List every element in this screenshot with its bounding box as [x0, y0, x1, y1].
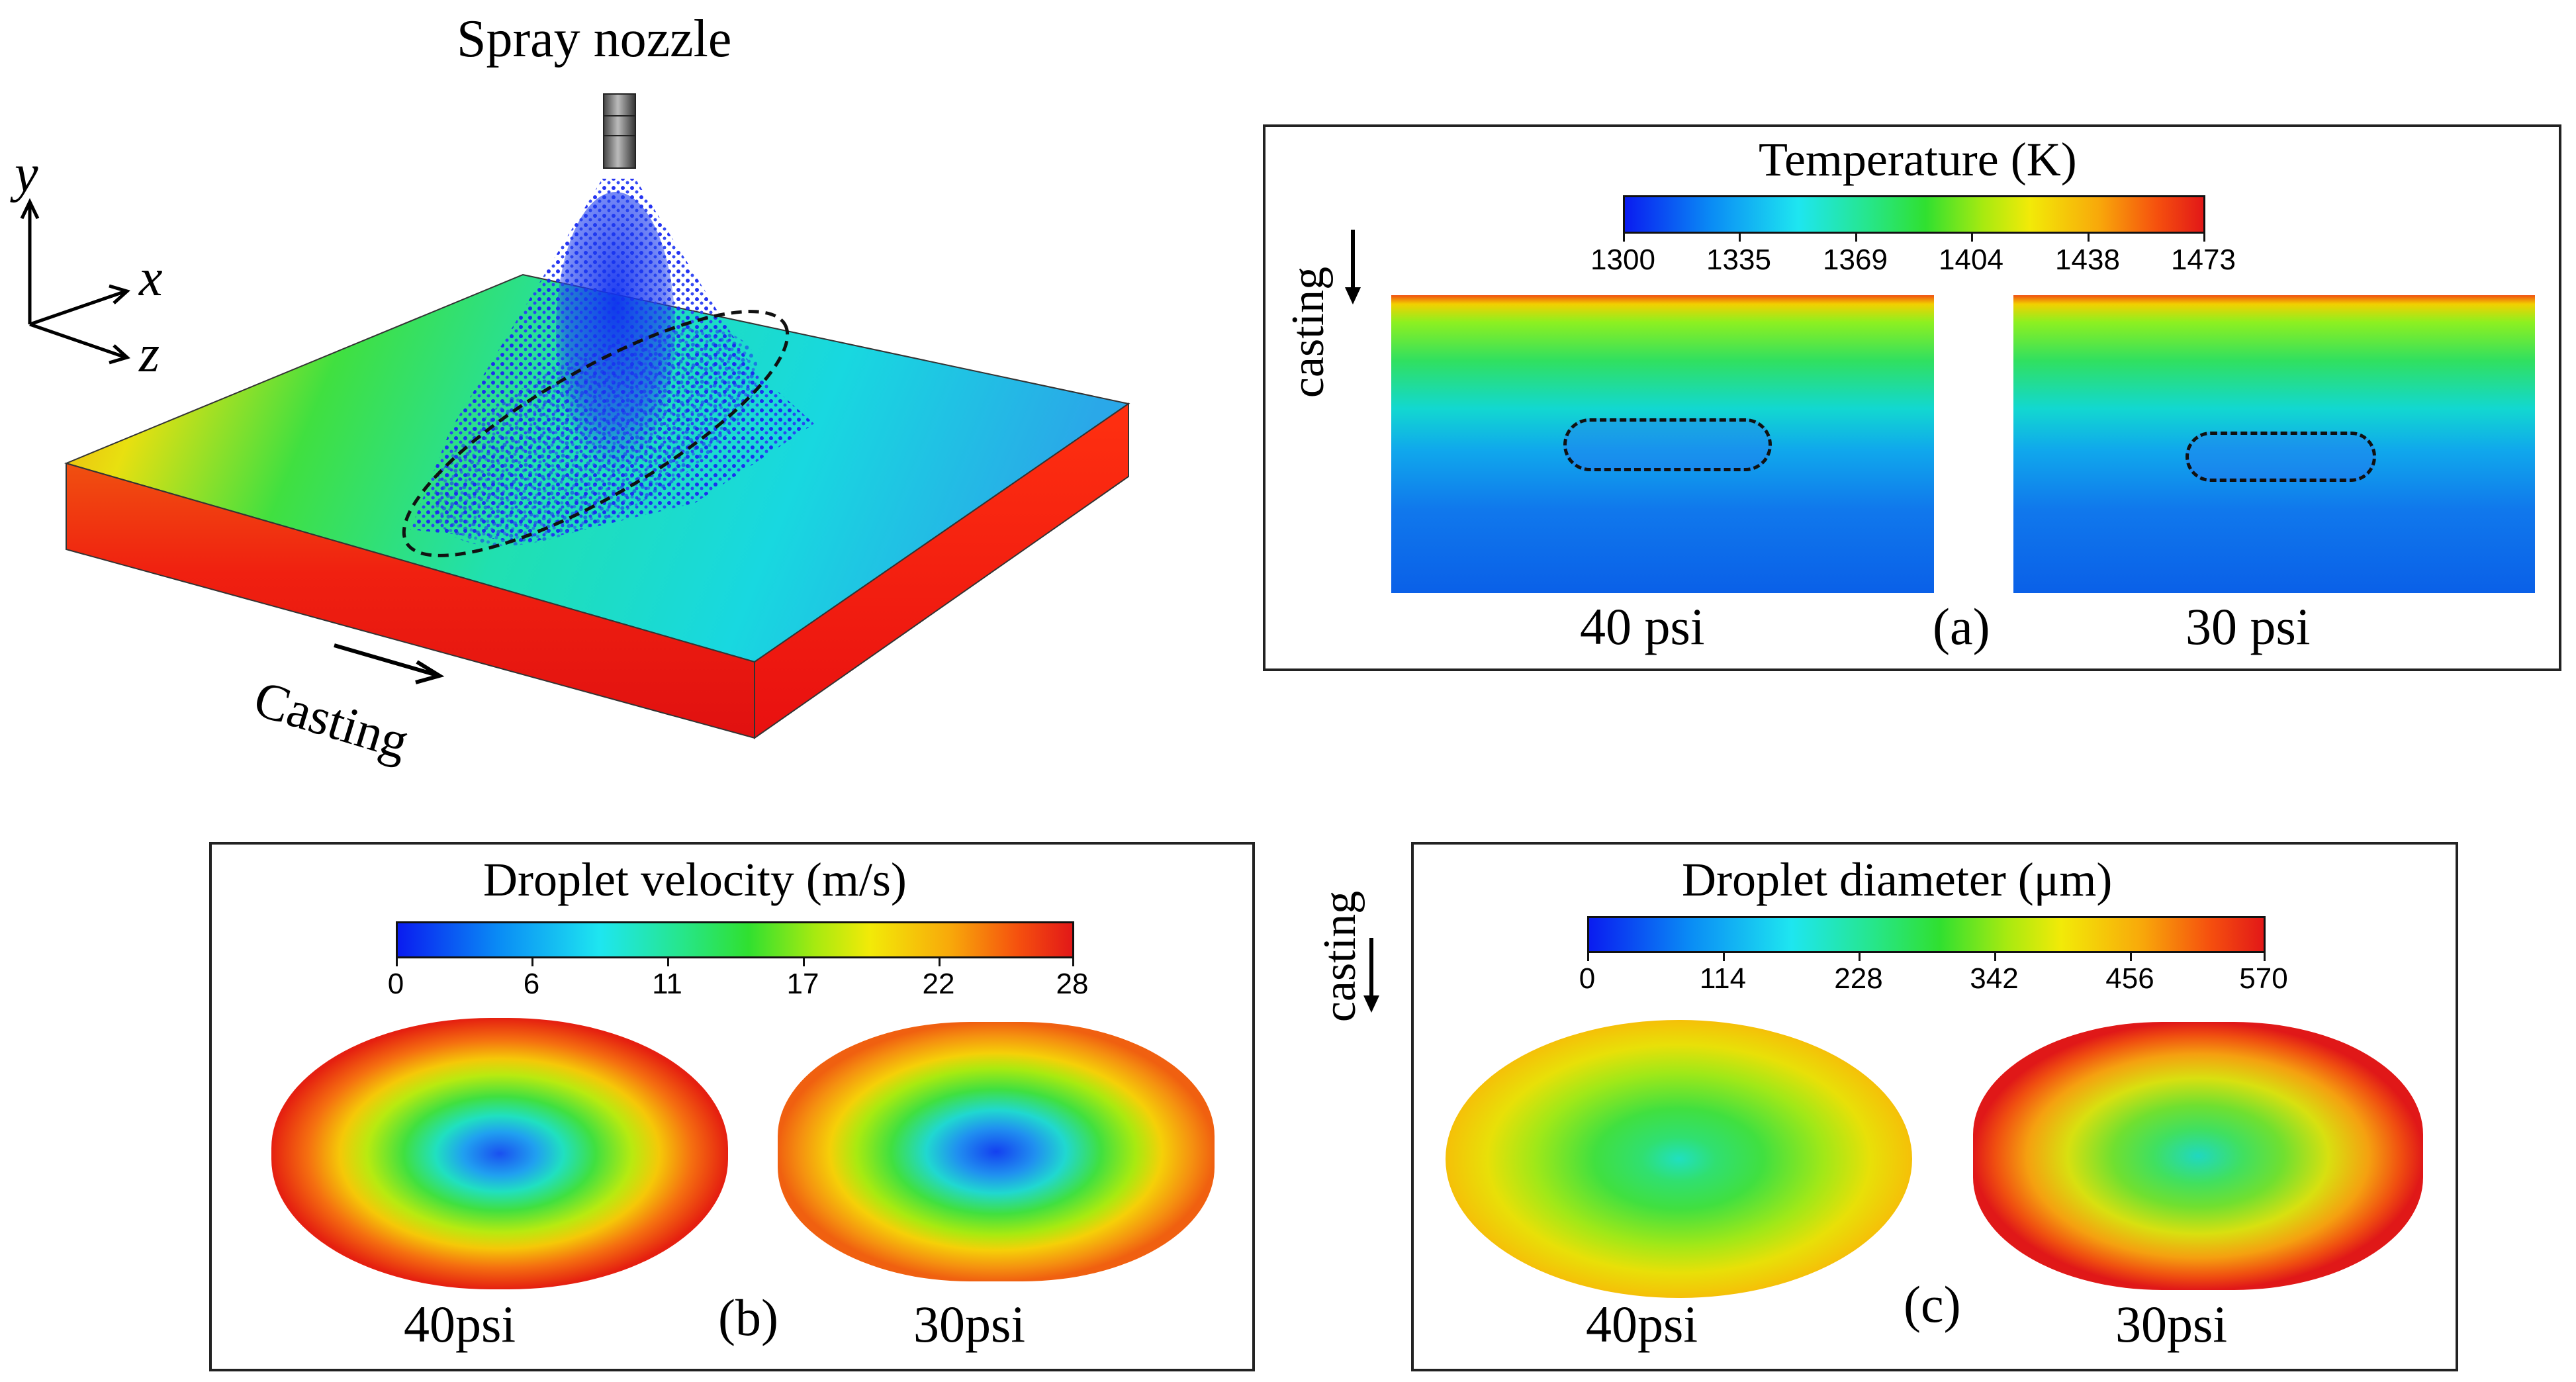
panel-b-tick-3: 17	[786, 968, 819, 1000]
panel-a-colorbar	[1623, 195, 2205, 234]
panel-c: Droplet diameter (μm) 0 114 228 342 456 …	[1411, 842, 2458, 1371]
panel-b-velocity-map-30psi	[778, 1022, 1215, 1281]
panel-a-letter: (a)	[1933, 598, 1990, 655]
panel-c-diameter-map-30psi	[1973, 1022, 2423, 1290]
panel-c-tick-3: 342	[1970, 962, 2019, 995]
panel-c-diameter-map-40psi	[1446, 1020, 1912, 1298]
panel-a-tick-1: 1335	[1706, 244, 1771, 276]
panel-a-casting-arrow	[1345, 230, 1361, 304]
panel-b-tick-2: 11	[652, 968, 682, 1000]
panel-c-colorbar-title: Droplet diameter (μm)	[1682, 853, 2113, 906]
panel-c-tick-0: 0	[1579, 962, 1596, 995]
panel-b-tick-0: 0	[387, 968, 404, 1000]
panel-c-tick-5: 570	[2239, 962, 2288, 995]
axis-y-label: y	[15, 145, 38, 203]
slab-right-face	[754, 402, 1129, 739]
slab-svg	[20, 93, 1130, 739]
panel-c-label-40psi: 40psi	[1586, 1295, 1698, 1353]
panel-a-casting-label: casting	[1283, 266, 1334, 398]
panel-c-tick-4: 456	[2105, 962, 2154, 995]
panel-a-label-40psi: 40 psi	[1580, 598, 1705, 655]
panel-a-outline-40psi	[1563, 418, 1772, 471]
casting-arrow	[334, 643, 445, 684]
panel-c-colorbar	[1587, 916, 2266, 953]
axis-x-label: x	[139, 249, 163, 307]
panel-b-tick-5: 28	[1056, 968, 1089, 1000]
impingement-outline	[402, 310, 790, 557]
panel-b-colorbar	[396, 921, 1074, 958]
panel-c-tick-2: 228	[1834, 962, 1883, 995]
nozzle-body	[603, 93, 636, 169]
panel-a-outline-30psi	[2185, 432, 2376, 482]
panel-b-label-40psi: 40psi	[404, 1295, 516, 1353]
panel-a-tick-4: 1438	[2055, 244, 2120, 276]
panel-a: Temperature (K) 1300 1335 1369 1404 1438…	[1263, 124, 2561, 671]
panel-c-casting-arrow	[1363, 938, 1379, 1013]
panel-a-colorbar-title: Temperature (K)	[1759, 133, 2077, 186]
panel-b: Droplet velocity (m/s) 0 6 11 17 22 28 4…	[209, 842, 1255, 1371]
spray-nozzle-label: Spray nozzle	[457, 10, 732, 68]
panel-c-label-30psi: 30psi	[2115, 1295, 2228, 1353]
panel-b-velocity-map-40psi	[271, 1018, 728, 1289]
panel-a-tick-3: 1404	[1939, 244, 2003, 276]
axis-z-label: z	[139, 325, 160, 383]
panel-a-tick-2: 1369	[1823, 244, 1888, 276]
panel-c-tick-1: 114	[1699, 962, 1747, 995]
panel-a-label-30psi: 30 psi	[2185, 598, 2311, 655]
panel-a-tick-0: 1300	[1590, 244, 1655, 276]
panel-a-tick-5: 1473	[2171, 244, 2236, 276]
spray-droplets	[410, 179, 814, 547]
panel-b-label-30psi: 30psi	[913, 1295, 1026, 1353]
panel-b-tick-1: 6	[523, 968, 540, 1000]
panel-b-colorbar-title: Droplet velocity (m/s)	[483, 853, 907, 906]
panel-a-temp-map-40psi	[1391, 295, 1934, 593]
panel-b-tick-4: 22	[922, 968, 955, 1000]
coordinate-axes	[20, 198, 130, 365]
panel-a-temp-map-30psi	[2013, 295, 2535, 593]
slab-illustration	[0, 0, 1165, 768]
panel-b-letter: (b)	[718, 1289, 778, 1346]
panel-c-letter: (c)	[1904, 1275, 1961, 1333]
